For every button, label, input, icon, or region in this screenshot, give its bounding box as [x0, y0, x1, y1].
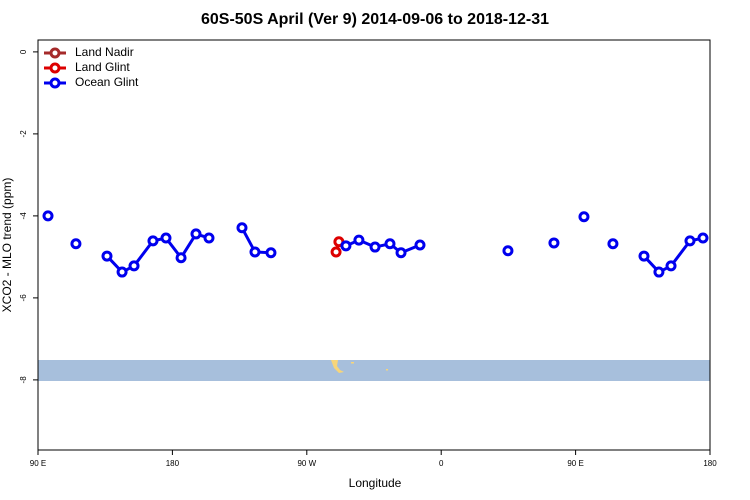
point [684, 235, 696, 247]
x-tick-label: 0 [439, 459, 444, 468]
point [203, 232, 215, 244]
y-tick-label: 0 [19, 49, 28, 54]
x-tick-label: 90 W [297, 459, 316, 468]
point [70, 238, 82, 250]
point [414, 239, 426, 251]
point [395, 247, 407, 259]
point [607, 238, 619, 250]
land [351, 362, 354, 364]
point [697, 232, 709, 244]
point [330, 246, 342, 258]
x-axis-label: Longitude [349, 476, 402, 490]
point [116, 266, 128, 278]
point [175, 252, 187, 264]
point [190, 228, 202, 240]
point [638, 250, 650, 262]
point [502, 245, 514, 257]
map-strip [38, 360, 710, 381]
legend-marker [49, 62, 61, 74]
point [249, 246, 261, 258]
point [578, 211, 590, 223]
ocean-strip [38, 360, 710, 381]
chart-title: 60S-50S April (Ver 9) 2014-09-06 to 2018… [201, 11, 549, 28]
point [353, 234, 365, 246]
land [386, 369, 388, 371]
x-tick-label: 180 [703, 459, 717, 468]
point [665, 260, 677, 272]
legend-label: Ocean Glint [75, 75, 139, 89]
y-tick-label: -6 [19, 294, 28, 302]
legend-label: Land Glint [75, 60, 130, 74]
x-tick-label: 90 E [567, 459, 583, 468]
point [42, 210, 54, 222]
land [331, 360, 344, 373]
legend-marker [49, 47, 61, 59]
legend-label: Land Nadir [75, 45, 134, 59]
point [236, 222, 248, 234]
point [160, 232, 172, 244]
point [101, 250, 113, 262]
plot-frame [37, 39, 711, 451]
y-tick-label: -8 [19, 376, 28, 384]
legend-marker [49, 77, 61, 89]
point [265, 247, 277, 259]
x-tick-label: 90 E [30, 459, 46, 468]
point [369, 241, 381, 253]
y-tick-label: -4 [19, 212, 28, 220]
point [340, 240, 352, 252]
point [128, 260, 140, 272]
point [147, 235, 159, 247]
x-tick-label: 180 [166, 459, 180, 468]
point [653, 266, 665, 278]
y-tick-label: -2 [19, 130, 28, 138]
y-axis-label: XCO2 - MLO trend (ppm) [0, 178, 14, 313]
point [384, 238, 396, 250]
point [548, 237, 560, 249]
